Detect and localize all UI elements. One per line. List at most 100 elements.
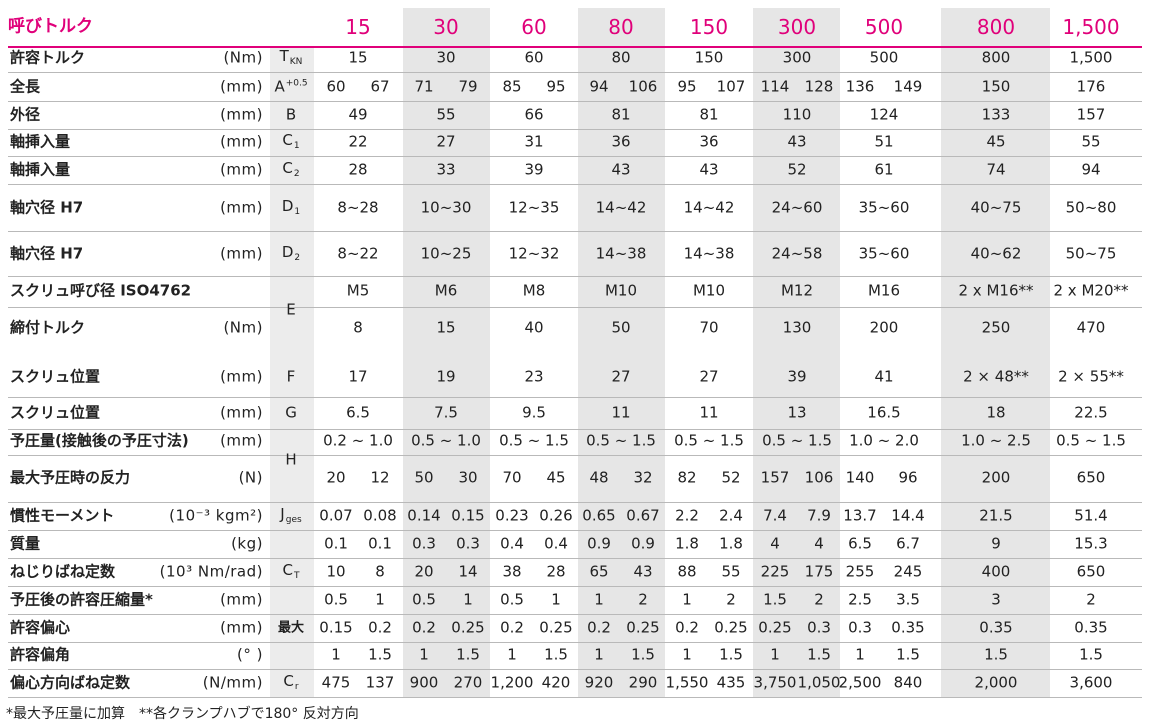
- value-cell: 110: [782, 105, 812, 124]
- row-label: 許容偏角: [10, 645, 71, 664]
- value-cell: 41: [874, 367, 894, 386]
- row-divider: [8, 558, 1142, 559]
- value-cell: 20: [414, 562, 434, 581]
- value-cell: 10~25: [420, 244, 472, 263]
- value-cell: 0.08: [363, 506, 397, 525]
- value-cell: 470: [1076, 318, 1106, 337]
- value-cell: 0.4: [544, 534, 568, 553]
- value-cell: 7.4: [763, 506, 787, 525]
- row-label: スクリュ呼び径 ISO4762: [10, 281, 192, 300]
- value-cell: 0.2: [500, 618, 524, 637]
- value-cell: M6: [434, 281, 458, 300]
- value-cell: 13: [787, 403, 807, 422]
- row-divider: [8, 455, 1142, 456]
- row-label: 慣性モーメント: [10, 506, 115, 525]
- value-cell: 2 x M20**: [1053, 281, 1129, 300]
- value-cell: 0.5 ~ 1.0: [411, 431, 481, 450]
- value-cell: 8~28: [337, 198, 379, 217]
- row-divider: [8, 642, 1142, 643]
- value-cell: 70: [502, 468, 522, 487]
- value-cell: 176: [1076, 77, 1106, 96]
- value-cell: 250: [981, 318, 1011, 337]
- value-cell: 3,750: [753, 673, 797, 692]
- value-cell: 2: [814, 590, 824, 609]
- value-cell: 94: [1081, 160, 1101, 179]
- value-cell: 27: [699, 367, 719, 386]
- row-divider: [8, 184, 1142, 185]
- value-cell: 1.8: [719, 534, 743, 553]
- value-cell: 0.2: [675, 618, 699, 637]
- value-cell: 8: [375, 562, 385, 581]
- row-label: 偏心方向ばね定数: [10, 673, 131, 692]
- value-cell: 0.5 ~ 1.5: [499, 431, 569, 450]
- value-cell: 1.5: [544, 645, 568, 664]
- value-cell: 3.5: [896, 590, 920, 609]
- value-cell: 650: [1076, 562, 1106, 581]
- value-cell: 4: [814, 534, 824, 553]
- row-divider: [8, 276, 1142, 277]
- value-cell: 0.26: [539, 506, 573, 525]
- value-cell: 22.5: [1074, 403, 1108, 422]
- value-cell: 920: [584, 673, 614, 692]
- value-cell: 12: [370, 468, 390, 487]
- size-header: 30: [433, 15, 459, 39]
- value-cell: 13.7: [843, 506, 877, 525]
- value-cell: 0.5 ~ 1.5: [1056, 431, 1126, 450]
- value-cell: 55: [436, 105, 456, 124]
- value-cell: 1.0 ~ 2.0: [849, 431, 919, 450]
- row-symbol: TKN: [279, 47, 303, 67]
- value-cell: 17: [348, 367, 368, 386]
- row-unit: (mm): [220, 244, 263, 263]
- value-cell: 1: [594, 590, 604, 609]
- row-label: 軸挿入量: [10, 132, 71, 151]
- value-cell: 2.2: [675, 506, 699, 525]
- value-cell: 95: [677, 77, 697, 96]
- row-symbol: Jges: [280, 505, 302, 525]
- row-label: 軸穴径 H7: [10, 244, 84, 263]
- value-cell: 8: [353, 318, 363, 337]
- value-cell: 20: [326, 468, 346, 487]
- header-label: 呼びトルク: [8, 16, 93, 37]
- value-cell: 0.25: [714, 618, 748, 637]
- row-divider: [8, 397, 1142, 398]
- value-cell: 35~60: [858, 244, 910, 263]
- row-label: 軸穴径 H7: [10, 198, 84, 217]
- value-cell: 800: [981, 48, 1011, 67]
- value-cell: 61: [874, 160, 894, 179]
- value-cell: 85: [502, 77, 522, 96]
- value-cell: 0.2 ~ 1.0: [323, 431, 393, 450]
- row-unit: (mm): [220, 590, 263, 609]
- value-cell: 43: [611, 160, 631, 179]
- value-cell: 114: [760, 77, 790, 96]
- value-cell: 81: [699, 105, 719, 124]
- row-symbol: D2: [281, 243, 301, 263]
- value-cell: 500: [869, 48, 899, 67]
- value-cell: 6.5: [848, 534, 872, 553]
- value-cell: 0.2: [587, 618, 611, 637]
- value-cell: 14~38: [683, 244, 735, 263]
- value-cell: 12~35: [508, 198, 560, 217]
- value-cell: 0.2: [412, 618, 436, 637]
- value-cell: 15: [436, 318, 456, 337]
- row-unit: (mm): [220, 431, 263, 450]
- value-cell: 14~42: [595, 198, 647, 217]
- value-cell: 1.5: [456, 645, 480, 664]
- value-cell: 1.5: [896, 645, 920, 664]
- merged-symbol: H: [285, 450, 297, 468]
- value-cell: 1: [419, 645, 429, 664]
- value-cell: 50~75: [1065, 244, 1117, 263]
- value-cell: 2: [1086, 590, 1096, 609]
- value-cell: M8: [522, 281, 546, 300]
- row-divider: [8, 502, 1142, 503]
- row-label: 軸挿入量: [10, 160, 71, 179]
- value-cell: 94: [589, 77, 609, 96]
- value-cell: 27: [436, 132, 456, 151]
- value-cell: 0.5 ~ 1.5: [762, 431, 832, 450]
- value-cell: 1: [770, 645, 780, 664]
- value-cell: 300: [782, 48, 812, 67]
- value-cell: 2.5: [848, 590, 872, 609]
- value-cell: 1.5: [984, 645, 1008, 664]
- value-cell: 0.2: [368, 618, 392, 637]
- value-cell: 16.5: [867, 403, 901, 422]
